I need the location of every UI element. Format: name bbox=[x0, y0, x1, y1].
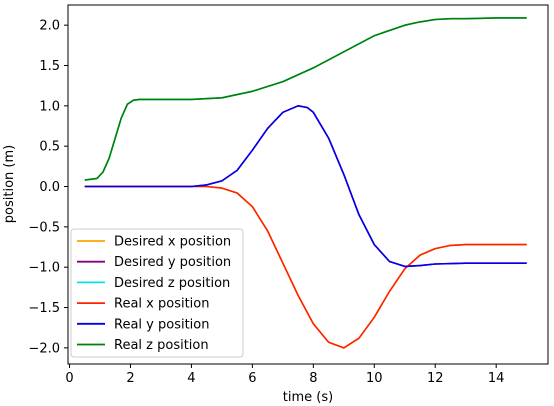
x-tick-label: 0 bbox=[65, 371, 73, 386]
x-tick-label: 8 bbox=[309, 371, 317, 386]
legend-label-5: Real z position bbox=[114, 338, 209, 353]
series-layer bbox=[84, 17, 527, 349]
y-tick-label: 2.0 bbox=[39, 19, 60, 34]
legend-label-2: Desired z position bbox=[114, 276, 230, 291]
x-tick-label: 2 bbox=[126, 371, 134, 386]
y-tick-label: 1.0 bbox=[39, 99, 60, 114]
series-line-5 bbox=[84, 17, 527, 181]
y-tick-label: −1.0 bbox=[28, 261, 60, 276]
x-axis-label: time (s) bbox=[283, 390, 333, 405]
x-tick-label: 10 bbox=[366, 371, 383, 386]
x-axis: 0 2 4 6 8 10 12 14 bbox=[65, 364, 504, 386]
legend-label-1: Desired y position bbox=[114, 255, 231, 270]
y-axis: −2.0 −1.5 −1.0 −0.5 0.0 0.5 1.0 1.5 2.0 bbox=[28, 19, 68, 356]
x-tick-label: 12 bbox=[427, 371, 444, 386]
legend: Desired x position Desired y position Desi… bbox=[70, 228, 244, 358]
legend-label-4: Real y position bbox=[114, 317, 209, 332]
y-tick-label: 0.0 bbox=[39, 180, 60, 195]
y-tick-label: −2.0 bbox=[28, 341, 60, 356]
y-axis-label: position (m) bbox=[2, 145, 17, 223]
legend-label-0: Desired x position bbox=[114, 235, 231, 250]
x-tick-label: 14 bbox=[488, 371, 505, 386]
series-line-3 bbox=[84, 185, 527, 349]
series-line-4 bbox=[84, 105, 527, 268]
legend-box bbox=[70, 228, 244, 358]
y-tick-label: −1.5 bbox=[28, 301, 60, 316]
y-tick-label: 0.5 bbox=[39, 140, 60, 155]
x-tick-label: 4 bbox=[187, 371, 195, 386]
y-tick-label: −0.5 bbox=[28, 220, 60, 235]
x-tick-label: 6 bbox=[248, 371, 256, 386]
legend-label-3: Real x position bbox=[114, 297, 209, 312]
y-tick-label: 1.5 bbox=[39, 59, 60, 74]
